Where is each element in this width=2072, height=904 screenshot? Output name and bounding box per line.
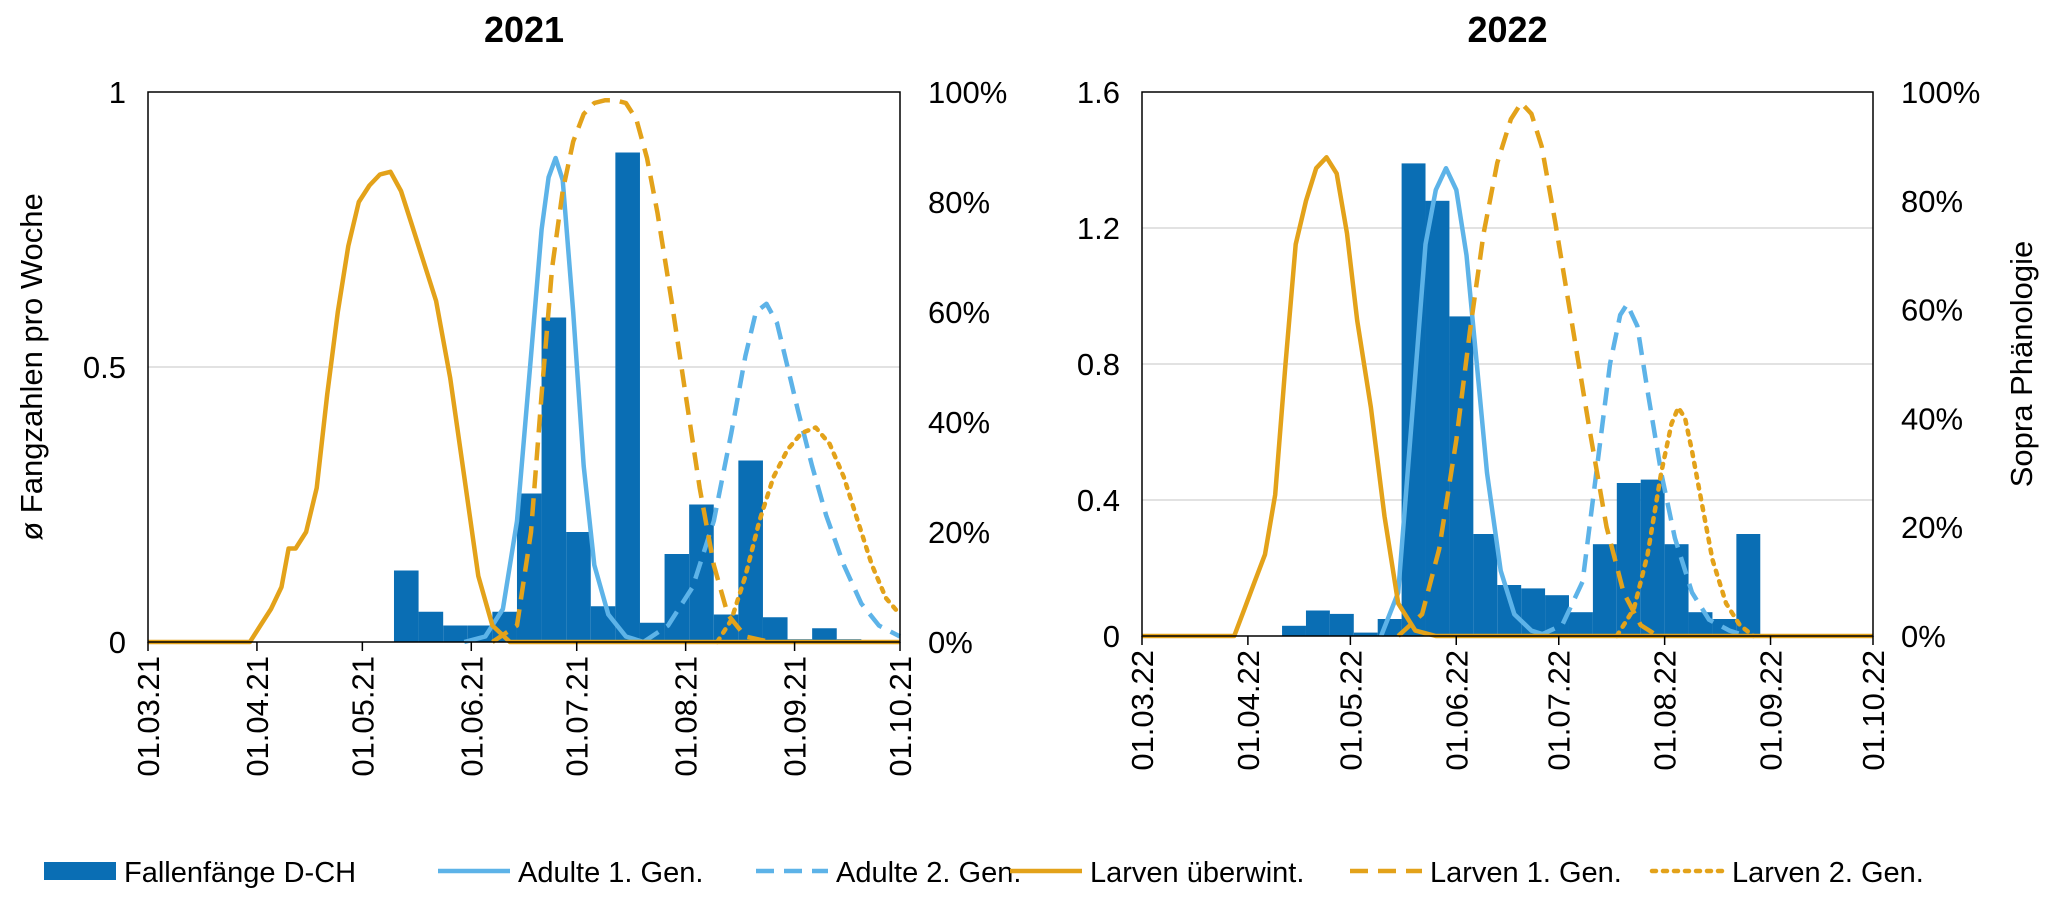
trap-catch-bar <box>590 606 616 642</box>
legend-label: Larven 1. Gen. <box>1430 857 1622 889</box>
y-tick-label: 1.6 <box>1077 75 1120 110</box>
trap-catch-bar <box>443 625 468 642</box>
trap-catch-bar <box>418 611 444 642</box>
series-line-larven-2-gen <box>1614 405 1756 639</box>
chart-title: 2021 <box>484 9 564 50</box>
trap-catch-bar <box>1282 625 1306 636</box>
trap-catch-bar <box>689 504 714 642</box>
y2-tick-label: 80% <box>1901 184 1963 219</box>
series-line-larven-2-gen <box>715 425 903 645</box>
x-tick-label: 01.07.21 <box>560 656 595 777</box>
series-line-larven-1-gen <box>491 98 771 645</box>
trap-catch-bar <box>1592 544 1617 636</box>
series-line-adulte-1-gen <box>463 155 645 645</box>
legend-label: Adulte 2. Gen. <box>836 857 1021 889</box>
y-tick-label: 0 <box>109 625 126 660</box>
chart-panel-2021: 0 0.5 1 0% 20% 40% 60% 80% 100% 01.03.21 01.04.21 0… <box>14 9 1007 777</box>
trap-catch-bar <box>1640 479 1665 636</box>
series-line-larven-1-gen <box>1396 100 1660 638</box>
trap-catch-bar <box>762 617 788 642</box>
x-tick-label: 01.10.22 <box>1856 650 1891 771</box>
chart-title: 2022 <box>1467 9 1547 50</box>
x-tick-label: 01.06.22 <box>1439 650 1474 771</box>
y-axis-label: ø Fangzahlen pro Woche <box>14 193 49 541</box>
series-line-adulte-2-gen <box>1537 301 1748 639</box>
trap-catch-bar <box>1473 534 1498 636</box>
x-tick-label: 01.04.22 <box>1231 650 1266 771</box>
x-tick-label: 01.06.21 <box>454 656 489 777</box>
y2-tick-label: 20% <box>1901 510 1963 545</box>
y-tick-label: 0.4 <box>1077 483 1120 518</box>
legend-item-fallenfaenge-d-ch: Fallenfänge D-CH <box>44 857 356 889</box>
trap-catch-bar <box>1449 316 1474 636</box>
series-line-adulte-1-gen <box>1379 165 1550 639</box>
x-tick-label: 01.08.21 <box>669 656 704 777</box>
trap-catch-bar <box>1329 613 1354 636</box>
x-tick-label: 01.03.21 <box>131 656 166 777</box>
trap-catch-bar <box>1664 544 1689 636</box>
y2-tick-label: 20% <box>928 515 990 550</box>
trap-catch-bar <box>393 570 419 642</box>
trap-catch-bar <box>615 152 640 642</box>
y2-axis-label: Sopra Phänologie <box>2004 241 2039 487</box>
trap-catch-bar <box>812 628 837 642</box>
trap-catch-bar <box>1545 595 1569 636</box>
trap-catch-bar <box>1736 534 1761 636</box>
legend: Fallenfänge D-CH Adulte 1. Gen. Adulte 2. … <box>44 857 1924 889</box>
y-tick-label: 0.8 <box>1077 347 1120 382</box>
legend-item-adulte-2-gen: Adulte 2. Gen. <box>756 857 1021 889</box>
x-tick-label: 01.04.21 <box>240 656 275 777</box>
y2-tick-label: 40% <box>928 405 990 440</box>
y-tick-label: 1.2 <box>1077 211 1120 246</box>
legend-item-larven-1-gen: Larven 1. Gen. <box>1350 857 1622 889</box>
y-tick-label: 0 <box>1103 619 1120 654</box>
plot-frame <box>1141 91 1874 637</box>
y2-tick-label: 0% <box>1901 619 1946 654</box>
trap-catch-bar <box>1568 612 1593 636</box>
x-tick-label: 01.05.22 <box>1333 650 1368 771</box>
y-tick-label: 1 <box>109 75 126 110</box>
legend-swatch <box>44 862 116 880</box>
legend-item-adulte-1-gen: Adulte 1. Gen. <box>438 857 703 889</box>
legend-label: Adulte 1. Gen. <box>518 857 703 889</box>
y2-tick-label: 60% <box>1901 293 1963 328</box>
chart-panel-2022: 0 0.4 0.8 1.2 1.6 0% 20% 40% 60% 80% 100% 01.03.22 0… <box>1077 9 2039 771</box>
legend-label: Fallenfänge D-CH <box>124 857 356 889</box>
trap-catch-bar <box>1425 200 1450 637</box>
y2-tick-label: 100% <box>928 75 1007 110</box>
trap-catch-bar <box>566 532 591 642</box>
y2-tick-label: 0% <box>928 625 973 660</box>
y2-tick-label: 80% <box>928 185 990 220</box>
trap-catch-bar <box>639 622 665 642</box>
legend-label: Larven überwint. <box>1090 857 1304 889</box>
trap-catch-bar <box>516 493 542 642</box>
trap-catch-bar <box>1305 610 1330 636</box>
x-tick-label: 01.05.21 <box>345 656 380 777</box>
y2-tick-label: 100% <box>1901 75 1980 110</box>
series-line-larven-ueberwint <box>148 169 900 645</box>
legend-item-larven-2-gen: Larven 2. Gen. <box>1649 857 1924 889</box>
series-line-adulte-2-gen <box>642 301 902 644</box>
trap-catch-bar <box>1353 632 1378 636</box>
x-tick-label: 01.03.22 <box>1125 650 1160 771</box>
x-tick-label: 01.09.21 <box>778 656 813 777</box>
y2-tick-label: 60% <box>928 295 990 330</box>
trap-catch-bar <box>1497 585 1522 636</box>
y-tick-label: 0.5 <box>83 350 126 385</box>
x-tick-label: 01.10.21 <box>883 656 918 777</box>
series-line-larven-ueberwint <box>1142 155 1873 639</box>
y2-tick-label: 40% <box>1901 401 1963 436</box>
x-tick-label: 01.08.22 <box>1648 650 1683 771</box>
plot-frame <box>147 91 901 643</box>
x-tick-label: 01.07.22 <box>1542 650 1577 771</box>
legend-label: Larven 2. Gen. <box>1732 857 1924 889</box>
legend-item-larven-ueberwint: Larven überwint. <box>1010 857 1304 889</box>
x-tick-label: 01.09.22 <box>1754 650 1789 771</box>
